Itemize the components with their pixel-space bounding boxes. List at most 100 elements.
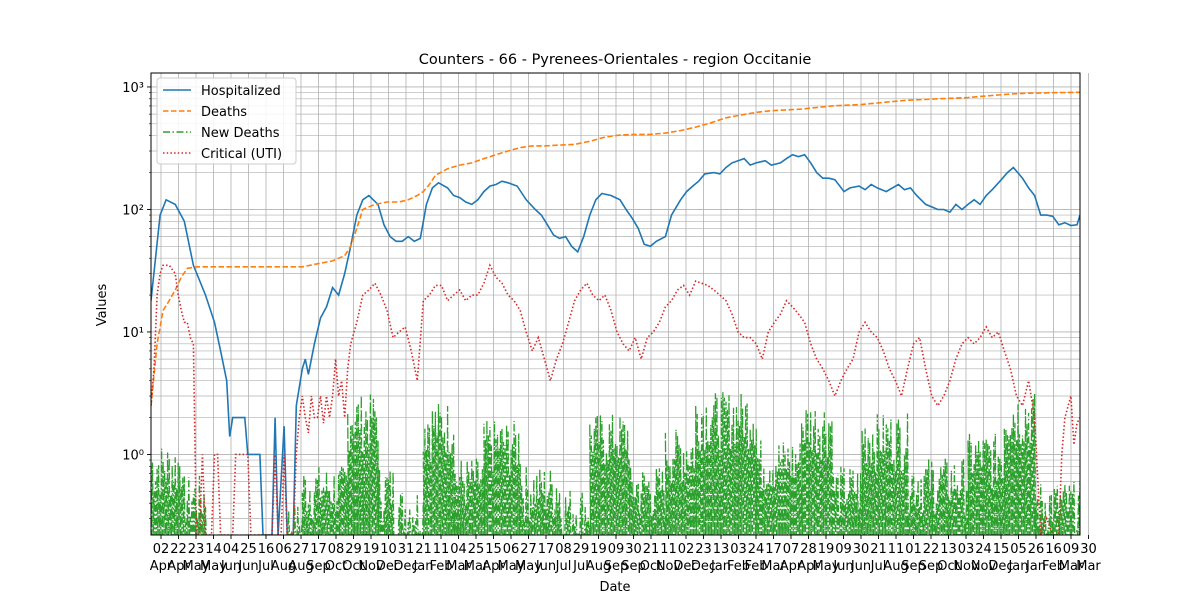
y-tick-label: 10⁰ xyxy=(122,448,144,463)
y-tick-label: 10³ xyxy=(122,81,144,96)
y-axis-label: Values xyxy=(95,284,110,327)
x-tick-day-label: 08 xyxy=(555,542,572,557)
x-tick-day-label: 15 xyxy=(993,542,1010,557)
x-tick-month-label: Sep xyxy=(306,559,331,574)
x-tick-month-label: Oct xyxy=(325,559,347,574)
x-tick-month-label: Mar xyxy=(1076,559,1101,574)
x-tick-month-label: Nov xyxy=(656,559,682,574)
x-tick-day-label: 04 xyxy=(223,542,240,557)
x-tick-month-label: Dec xyxy=(376,559,401,574)
x-tick-day-label: 22 xyxy=(170,542,187,557)
x-tick-day-label: 02 xyxy=(153,542,170,557)
x-tick-day-label: 06 xyxy=(275,542,292,557)
x-tick-month-label: Sep xyxy=(901,559,926,574)
x-tick-day-label: 16 xyxy=(258,542,275,557)
x-tick-day-label: 09 xyxy=(835,542,852,557)
x-tick-day-label: 11 xyxy=(433,542,450,557)
x-tick-day-label: 06 xyxy=(503,542,520,557)
x-tick-day-label: 07 xyxy=(783,542,800,557)
x-tick-day-label: 23 xyxy=(188,542,205,557)
y-tick-label: 10¹ xyxy=(122,326,144,341)
x-tick-month-label: Sep xyxy=(621,559,646,574)
x-tick-month-label: Feb xyxy=(727,559,750,574)
x-tick-day-label: 11 xyxy=(660,542,677,557)
x-tick-month-label: May xyxy=(183,559,210,574)
x-tick-day-label: 17 xyxy=(310,542,327,557)
x-tick-day-label: 21 xyxy=(870,542,887,557)
x-tick-month-label: Jun xyxy=(237,559,258,574)
x-tick-day-label: 23 xyxy=(695,542,712,557)
x-tick-month-label: Dec xyxy=(988,559,1013,574)
x-tick-month-label: Jul xyxy=(555,559,572,574)
x-tick-day-label: 11 xyxy=(888,542,905,557)
x-tick-month-label: May xyxy=(515,559,542,574)
y-tick-label: 10² xyxy=(122,203,144,218)
series-line-hospitalized xyxy=(151,153,1080,535)
x-tick-month-label: Jun xyxy=(220,559,241,574)
x-tick-month-label: Jul xyxy=(257,559,274,574)
legend-label: Critical (UTI) xyxy=(201,147,282,162)
x-tick-day-label: 03 xyxy=(730,542,747,557)
x-tick-month-label: May xyxy=(813,559,840,574)
x-tick-month-label: Mar xyxy=(464,559,489,574)
x-tick-day-label: 26 xyxy=(1028,542,1045,557)
chart-legend: Hospitalized Deaths New Deaths Critical (UT… xyxy=(156,77,297,165)
x-tick-day-label: 09 xyxy=(1063,542,1080,557)
x-tick-day-label: 03 xyxy=(958,542,975,557)
x-tick-month-label: Oct xyxy=(640,559,662,574)
x-tick-day-label: 17 xyxy=(538,542,555,557)
x-tick-month-label: Jul xyxy=(572,559,589,574)
x-tick-month-label: Feb xyxy=(1042,559,1065,574)
x-tick-day-label: 15 xyxy=(485,542,502,557)
x-tick-month-label: Mar xyxy=(761,559,786,574)
x-tick-day-label: 19 xyxy=(363,542,380,557)
x-tick-month-label: Apr xyxy=(482,559,505,574)
x-tick-day-label: 04 xyxy=(450,542,467,557)
x-tick-month-label: Mar xyxy=(446,559,471,574)
x-tick-day-label: 24 xyxy=(975,542,992,557)
x-tick-month-label: Jun xyxy=(535,559,556,574)
x-tick-month-label: Jan xyxy=(412,559,433,574)
x-tick-month-label: Jan xyxy=(1007,559,1028,574)
x-tick-month-label: Apr xyxy=(150,559,173,574)
x-tick-month-label: Oct xyxy=(937,559,959,574)
x-tick-month-label: Aug xyxy=(586,559,611,574)
legend-label: Hospitalized xyxy=(201,84,281,99)
x-tick-day-label: 30 xyxy=(853,542,870,557)
series-line-new-deaths xyxy=(151,392,1080,535)
x-tick-day-label: 19 xyxy=(818,542,835,557)
plot-area: 10⁰10¹10²10³02Apr22Apr23May14May04Jun25J… xyxy=(122,72,1101,574)
x-tick-day-label: 16 xyxy=(1045,542,1062,557)
x-tick-month-label: Sep xyxy=(604,559,629,574)
x-tick-month-label: Oct xyxy=(342,559,364,574)
x-tick-month-label: Dec xyxy=(673,559,698,574)
x-tick-day-label: 28 xyxy=(800,542,817,557)
x-tick-day-label: 31 xyxy=(398,542,415,557)
x-tick-day-label: 02 xyxy=(678,542,695,557)
x-tick-month-label: Nov xyxy=(953,559,979,574)
x-tick-day-label: 25 xyxy=(240,542,257,557)
x-tick-day-label: 21 xyxy=(643,542,660,557)
x-tick-day-label: 24 xyxy=(748,542,765,557)
x-tick-day-label: 30 xyxy=(1080,542,1097,557)
x-tick-day-label: 21 xyxy=(415,542,432,557)
x-tick-day-label: 14 xyxy=(205,542,222,557)
x-tick-day-label: 08 xyxy=(328,542,345,557)
x-tick-month-label: Dec xyxy=(691,559,716,574)
x-tick-month-label: Jun xyxy=(850,559,871,574)
x-tick-month-label: Nov xyxy=(358,559,384,574)
x-tick-day-label: 19 xyxy=(590,542,607,557)
x-tick-day-label: 13 xyxy=(713,542,730,557)
x-tick-month-label: Mar xyxy=(1059,559,1084,574)
x-tick-day-label: 05 xyxy=(1010,542,1027,557)
x-tick-month-label: Aug xyxy=(883,559,908,574)
x-tick-month-label: Jun xyxy=(832,559,853,574)
x-axis-label: Date xyxy=(599,580,630,595)
legend-label: New Deaths xyxy=(201,126,280,141)
x-tick-month-label: Feb xyxy=(429,559,452,574)
x-tick-day-label: 29 xyxy=(573,542,590,557)
x-tick-day-label: 17 xyxy=(765,542,782,557)
x-tick-day-label: 22 xyxy=(923,542,940,557)
